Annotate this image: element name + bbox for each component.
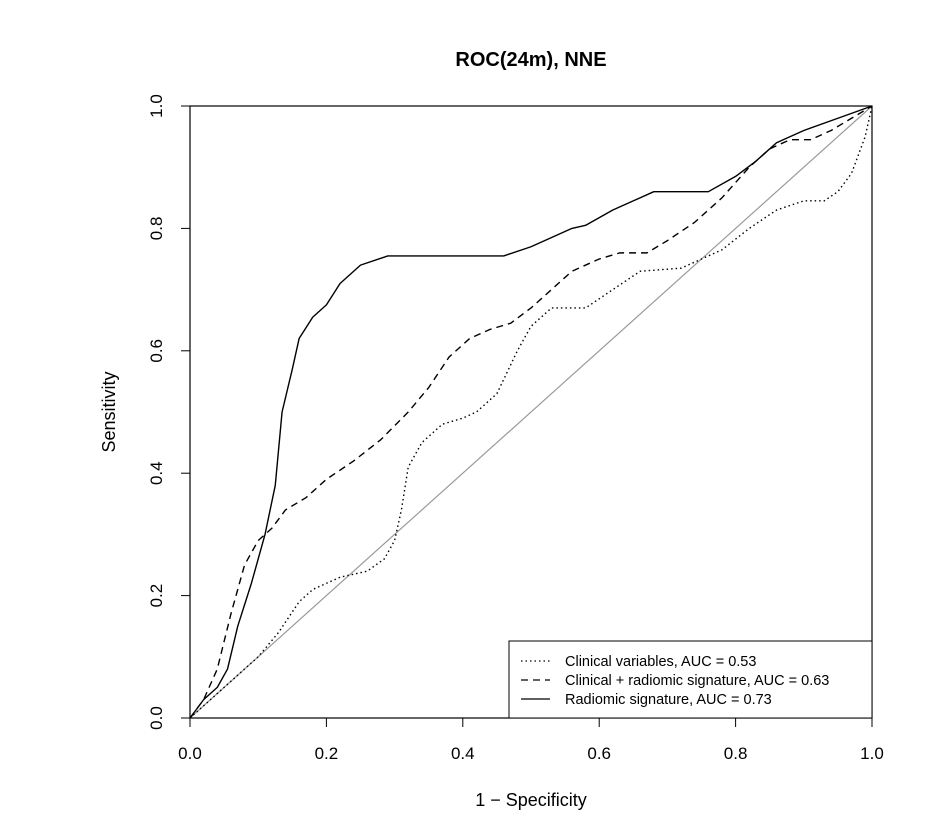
- series-line-dotted: [189, 105, 873, 719]
- reference-diagonal-line: [189, 105, 873, 719]
- x-tick-label: 0.4: [451, 744, 475, 763]
- series-line-solid: [189, 105, 873, 719]
- y-tick-label: 0.0: [147, 706, 166, 730]
- x-axis-label: 1 − Specificity: [475, 790, 587, 810]
- plot-area: [189, 105, 873, 719]
- y-tick-label: 0.8: [147, 217, 166, 241]
- x-tick-label: 0.8: [724, 744, 748, 763]
- y-tick-label: 1.0: [147, 94, 166, 118]
- y-tick-label: 0.2: [147, 584, 166, 608]
- y-tick-label: 0.6: [147, 339, 166, 363]
- legend-box: [508, 640, 873, 719]
- y-tick-label: 0.4: [147, 461, 166, 485]
- y-axis-label: Sensitivity: [99, 371, 119, 452]
- series-line-dashed: [189, 105, 873, 719]
- legend: Clinical variables, AUC = 0.53 Clinical +…: [508, 640, 873, 719]
- legend-entry-label: Radiomic signature, AUC = 0.73: [565, 692, 772, 708]
- x-tick-label: 1.0: [860, 744, 884, 763]
- legend-entry-label: Clinical + radiomic signature, AUC = 0.6…: [565, 673, 829, 689]
- chart-title: ROC(24m), NNE: [455, 49, 606, 71]
- x-tick-label: 0.6: [587, 744, 611, 763]
- x-tick-label: 0.0: [178, 744, 202, 763]
- x-tick-label: 0.2: [315, 744, 339, 763]
- legend-entry-label: Clinical variables, AUC = 0.53: [565, 654, 756, 670]
